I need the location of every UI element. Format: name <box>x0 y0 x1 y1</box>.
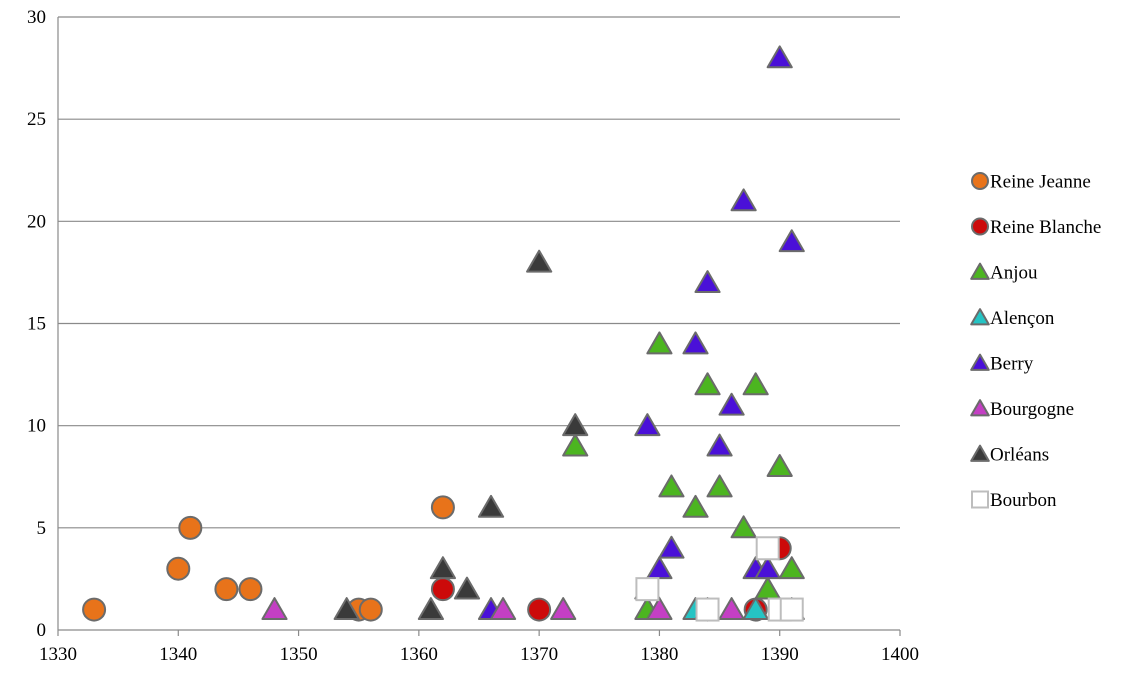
x-tick-label: 1330 <box>39 644 77 665</box>
x-tick-label: 1380 <box>640 644 678 665</box>
y-tick-label: 5 <box>37 518 47 539</box>
data-point <box>706 433 733 457</box>
x-tick-label: 1350 <box>280 644 318 665</box>
data-point <box>755 536 780 561</box>
y-tick-label: 30 <box>27 7 46 28</box>
data-point <box>214 577 239 602</box>
legend-marker <box>971 217 989 236</box>
data-point <box>742 372 769 396</box>
legend-label: Reine Jeanne <box>990 172 1091 193</box>
data-point <box>742 597 769 620</box>
data-point <box>238 577 263 602</box>
x-tick-label: 1360 <box>400 644 438 665</box>
data-point <box>634 413 661 437</box>
y-axis-ticks: 0 5 10 15 20 25 30 <box>27 7 46 641</box>
data-point <box>766 454 793 477</box>
legend-item: Anjou <box>970 262 1038 284</box>
legend-marker <box>971 490 989 509</box>
data-point <box>477 494 505 518</box>
y-tick-label: 25 <box>27 109 46 130</box>
data-point <box>550 597 577 620</box>
data-point <box>358 597 383 622</box>
data-point <box>682 331 709 355</box>
data-point <box>562 413 589 437</box>
series-berry <box>477 45 805 620</box>
data-points <box>82 45 805 622</box>
legend-label: Bourgogne <box>990 399 1074 420</box>
data-point <box>779 597 804 622</box>
data-point <box>658 535 685 559</box>
legend-marker <box>970 262 990 280</box>
data-point <box>694 270 721 294</box>
y-tick-label: 10 <box>27 416 46 437</box>
data-point <box>658 474 685 498</box>
data-point <box>489 597 517 620</box>
data-point <box>635 577 660 602</box>
y-tick-label: 20 <box>27 211 46 232</box>
legend-item: Alençon <box>970 308 1055 329</box>
x-tick-label: 1340 <box>159 644 197 665</box>
series-bourbon <box>635 536 804 622</box>
legend-item: Bourgogne <box>970 399 1074 420</box>
data-point <box>430 495 455 520</box>
data-point <box>695 597 720 622</box>
data-point <box>178 515 203 540</box>
series-orl-ans <box>333 249 661 620</box>
data-point <box>730 188 757 212</box>
data-point <box>718 392 745 416</box>
y-tick-label: 15 <box>27 314 46 335</box>
data-point <box>646 597 673 620</box>
data-point <box>526 249 553 273</box>
legend-item: Bourbon <box>971 490 1057 511</box>
data-point <box>730 515 757 539</box>
x-tick-label: 1400 <box>881 644 919 665</box>
legend-label: Bourbon <box>990 490 1057 511</box>
data-point <box>417 597 444 620</box>
legend-label: Orléans <box>990 445 1049 466</box>
data-point <box>646 556 673 580</box>
legend-label: Alençon <box>990 308 1055 329</box>
data-point <box>430 577 455 602</box>
x-tick-label: 1390 <box>761 644 799 665</box>
legend-label: Berry <box>990 354 1034 375</box>
data-point <box>646 331 673 355</box>
x-axis-ticks: 1330 1340 1350 1360 1370 1380 1390 1400 <box>39 630 919 665</box>
data-point <box>754 576 781 600</box>
legend-label: Reine Blanche <box>990 217 1101 238</box>
series-anjou <box>562 331 805 620</box>
data-point <box>766 45 793 69</box>
gridlines <box>58 16 900 529</box>
legend-marker <box>970 308 990 326</box>
legend-marker <box>971 172 989 190</box>
axes <box>57 17 900 631</box>
legend-label: Anjou <box>990 263 1038 284</box>
y-tick-label: 0 <box>37 620 47 641</box>
data-point <box>706 474 733 498</box>
data-point <box>778 556 805 580</box>
data-point <box>694 372 721 396</box>
data-point <box>778 229 805 253</box>
data-point <box>429 556 457 580</box>
data-point <box>453 576 481 600</box>
legend-item: Reine Jeanne <box>971 172 1091 193</box>
data-point <box>718 597 745 620</box>
legend-marker <box>970 444 990 462</box>
legend-marker <box>970 399 990 417</box>
data-point <box>754 556 781 580</box>
legend-item: Orléans <box>970 444 1049 466</box>
legend-item: Berry <box>970 353 1034 375</box>
data-point <box>82 597 107 622</box>
data-point <box>333 597 360 620</box>
legend-item: Reine Blanche <box>971 217 1101 238</box>
legend: Reine Jeanne Reine Blanche Anjou Alençon Ber… <box>970 172 1101 511</box>
data-point <box>682 494 709 518</box>
data-point <box>166 556 191 581</box>
series-reine-jeanne <box>82 495 455 622</box>
data-point <box>562 433 589 457</box>
legend-marker <box>970 353 990 371</box>
x-tick-label: 1370 <box>520 644 558 665</box>
data-point <box>261 597 288 620</box>
data-point <box>527 597 552 622</box>
